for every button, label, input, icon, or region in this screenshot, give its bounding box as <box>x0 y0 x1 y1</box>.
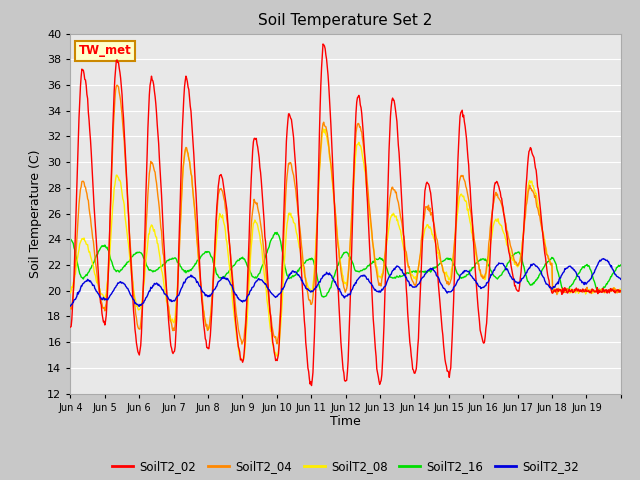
Legend: SoilT2_02, SoilT2_04, SoilT2_08, SoilT2_16, SoilT2_32: SoilT2_02, SoilT2_04, SoilT2_08, SoilT2_… <box>108 455 584 478</box>
Text: TW_met: TW_met <box>79 44 131 58</box>
X-axis label: Time: Time <box>330 415 361 429</box>
Title: Soil Temperature Set 2: Soil Temperature Set 2 <box>259 13 433 28</box>
Y-axis label: Soil Temperature (C): Soil Temperature (C) <box>29 149 42 278</box>
